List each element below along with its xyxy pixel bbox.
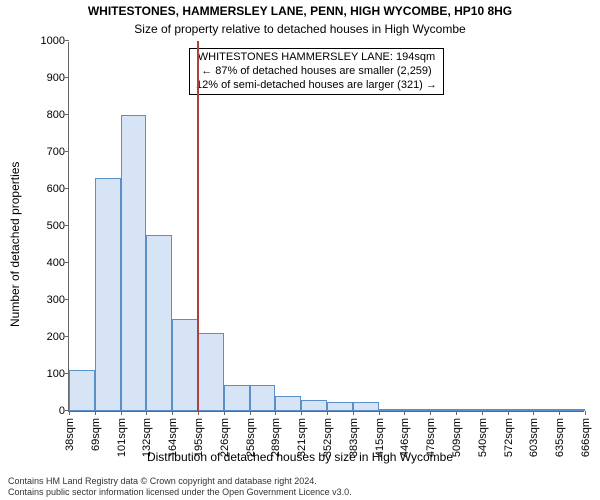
histogram-bar	[172, 319, 198, 412]
y-tick-label: 200	[25, 331, 69, 343]
chart-title-main: WHITESTONES, HAMMERSLEY LANE, PENN, HIGH…	[0, 4, 600, 18]
histogram-bar	[69, 370, 95, 411]
footer-line-2: Contains public sector information licen…	[8, 487, 592, 498]
annotation-line: 12% of semi-detached houses are larger (…	[196, 79, 437, 93]
y-tick-label: 800	[25, 109, 69, 121]
histogram-bar	[146, 235, 172, 411]
histogram-bar	[379, 409, 405, 411]
histogram-bar	[224, 385, 250, 411]
annotation-line: WHITESTONES HAMMERSLEY LANE: 194sqm	[196, 51, 437, 65]
y-tick-label: 1000	[25, 35, 69, 47]
histogram-bar	[353, 402, 379, 411]
annotation-box: WHITESTONES HAMMERSLEY LANE: 194sqm← 87%…	[189, 48, 444, 95]
footer-line-1: Contains HM Land Registry data © Crown c…	[8, 476, 592, 487]
y-tick-label: 900	[25, 72, 69, 84]
histogram-bar	[198, 333, 224, 411]
histogram-bar	[508, 409, 534, 411]
chart-title-sub: Size of property relative to detached ho…	[0, 22, 600, 36]
histogram-bar	[275, 396, 301, 411]
x-tick-label: 38sqm	[62, 418, 76, 451]
property-marker-line	[197, 41, 199, 411]
histogram-bar	[95, 178, 121, 411]
histogram-bar	[121, 115, 147, 411]
histogram-bar	[301, 400, 327, 411]
y-axis-label: Number of detached properties	[8, 162, 22, 327]
y-tick-label: 400	[25, 257, 69, 269]
histogram-bar	[250, 385, 276, 411]
plot-area: WHITESTONES HAMMERSLEY LANE: 194sqm← 87%…	[68, 42, 584, 412]
histogram-bar	[482, 409, 508, 411]
y-tick-label: 500	[25, 220, 69, 232]
x-tick-label: 69sqm	[88, 418, 102, 451]
histogram-bar	[456, 409, 482, 411]
annotation-line: ← 87% of detached houses are smaller (2,…	[196, 65, 437, 79]
x-axis-label: Distribution of detached houses by size …	[0, 450, 600, 464]
y-tick-label: 0	[25, 405, 69, 417]
footer-attribution: Contains HM Land Registry data © Crown c…	[8, 476, 592, 498]
histogram-bar	[430, 409, 456, 411]
y-tick-label: 600	[25, 183, 69, 195]
y-tick-label: 700	[25, 146, 69, 158]
y-tick-label: 300	[25, 294, 69, 306]
histogram-bar	[559, 409, 585, 411]
histogram-bar	[327, 402, 353, 411]
histogram-bar	[404, 409, 430, 411]
histogram-bar	[533, 409, 559, 411]
y-tick-label: 100	[25, 368, 69, 380]
